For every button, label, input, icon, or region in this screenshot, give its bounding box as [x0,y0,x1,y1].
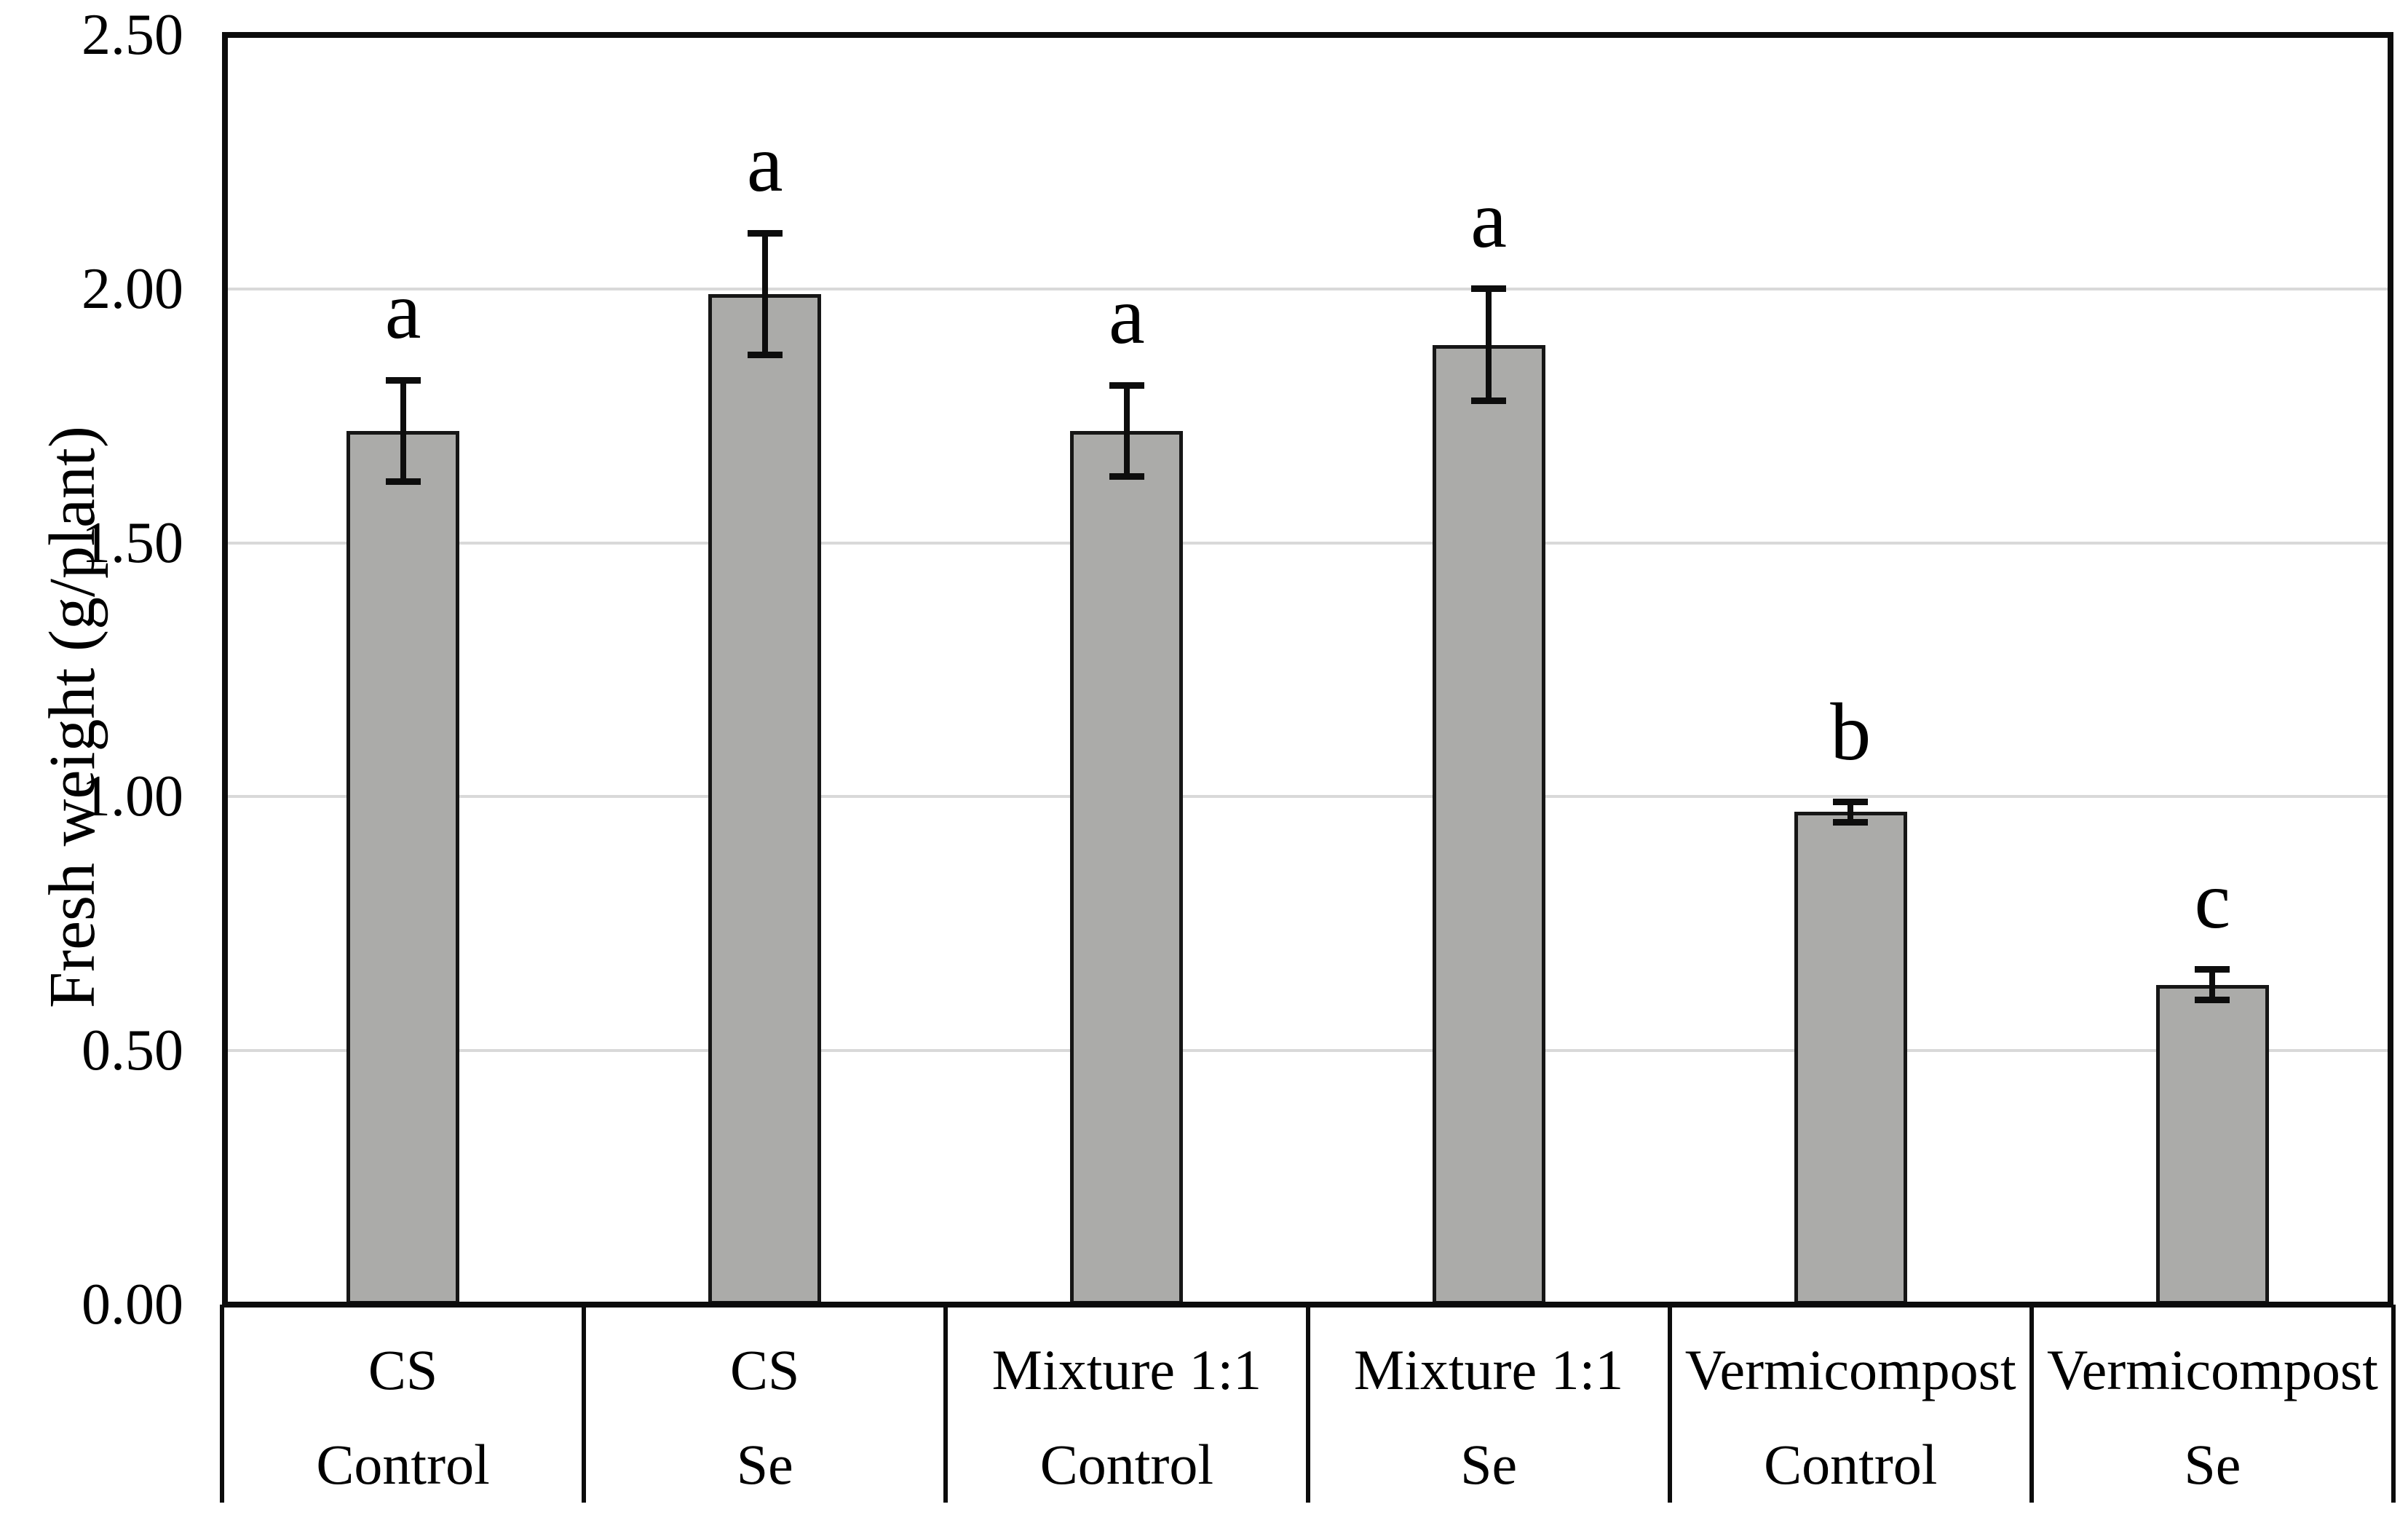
y-tick-label: 2.50 [82,3,183,67]
error-bar-cap-bottom [2195,996,2230,1003]
error-bar-line [2209,969,2216,1000]
bar [1070,431,1184,1305]
category-divider [1667,1305,1672,1503]
gridline [228,795,2388,799]
gridline [228,287,2388,290]
category-treatment-label: Control [1039,1433,1214,1496]
bar [346,431,460,1305]
error-bar-line [761,233,768,355]
category-treatment-label: Se [736,1433,793,1496]
category-substrate-label: CS [368,1338,438,1401]
category-treatment-label: Se [2184,1433,2241,1496]
y-tick-label: 0.50 [82,1018,183,1083]
category-treatment-label: Control [1764,1433,1938,1496]
significance-letter: c [2194,855,2231,946]
category-substrate-label: Vermicompost [2046,1338,2378,1401]
significance-letter: a [1470,174,1507,265]
error-bar-cap-bottom [1109,473,1144,480]
category-treatment-label: Control [316,1433,490,1496]
error-bar-cap-bottom [385,478,421,486]
error-bar-line [1847,802,1854,823]
category-substrate-label: Vermicompost [1684,1338,2016,1401]
error-bar-line [1486,288,1492,401]
category-divider [582,1305,587,1503]
error-bar-cap-top [385,376,421,384]
error-bar-line [1123,385,1130,477]
error-bar-cap-bottom [747,351,783,358]
bar [708,293,822,1305]
y-tick-label: 1.50 [82,510,183,575]
y-tick-label: 1.00 [82,764,183,829]
error-bar-cap-top [1471,285,1507,293]
significance-letter: a [1109,271,1145,362]
significance-letter: a [384,266,421,357]
category-divider [220,1305,224,1503]
plot-area-border [222,32,2393,1308]
error-bar-cap-top [2195,966,2230,973]
error-bar-cap-top [747,229,783,237]
y-tick-label: 0.00 [82,1273,183,1337]
category-substrate-label: CS [730,1338,800,1401]
error-bar-line [400,380,406,482]
gridline [228,541,2388,545]
category-divider [2391,1305,2396,1503]
significance-letter: b [1830,687,1872,778]
y-tick-label: 2.00 [82,256,183,321]
error-bar-cap-top [1109,381,1144,389]
category-treatment-label: Se [1460,1433,1518,1496]
category-substrate-label: Mixture 1:1 [991,1338,1262,1401]
category-divider [2029,1305,2034,1503]
category-divider [1305,1305,1310,1503]
error-bar-cap-top [1833,798,1869,805]
category-substrate-label: Mixture 1:1 [1353,1338,1624,1401]
significance-letter: a [746,119,783,210]
bar [1432,344,1545,1305]
category-divider [943,1305,948,1503]
gridline [228,1049,2388,1053]
error-bar-cap-bottom [1471,397,1507,404]
error-bar-cap-bottom [1833,818,1869,826]
bar [1794,812,1907,1305]
bar [2155,984,2269,1305]
